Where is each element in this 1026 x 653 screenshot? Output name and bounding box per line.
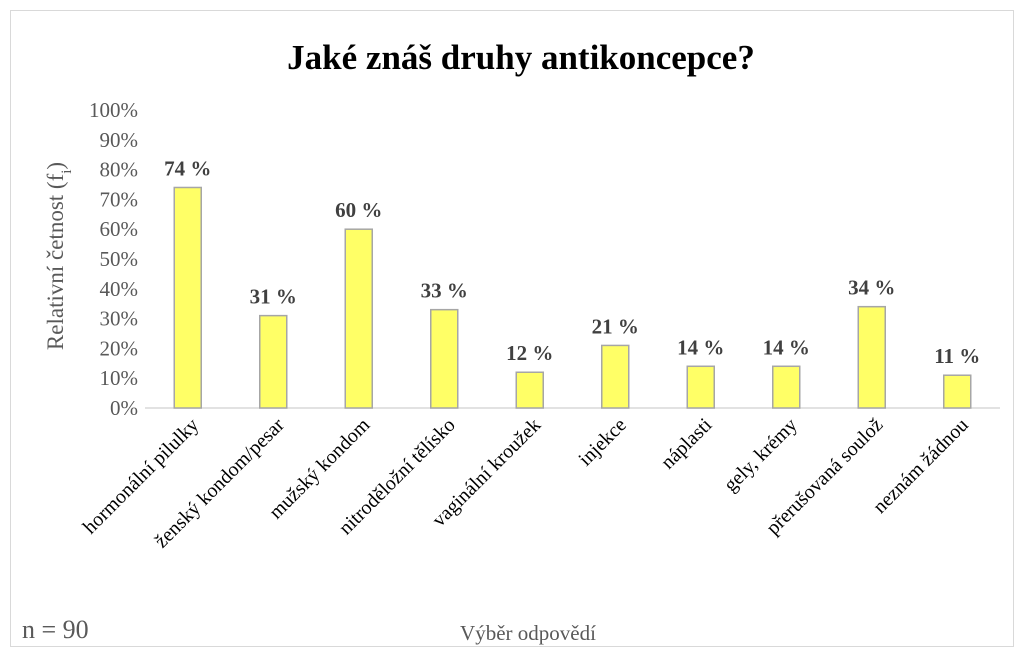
bar — [173, 186, 202, 409]
y-tick-label: 60% — [100, 217, 139, 241]
chart-frame — [10, 10, 1014, 647]
data-label: 31 % — [250, 285, 297, 309]
category-label: gely, krémy — [720, 414, 802, 496]
bar — [259, 314, 288, 409]
y-tick-label: 90% — [100, 128, 139, 152]
data-label: 34 % — [848, 276, 895, 300]
bar — [344, 228, 373, 409]
data-label: 11 % — [934, 344, 980, 368]
y-axis-ticks: 0% 10% 20% 30% 40% 50% 60% 70% 80% 90% 100% — [89, 98, 138, 420]
data-label: 21 % — [592, 314, 639, 338]
y-tick-label: 30% — [100, 307, 139, 331]
y-tick-label: 100% — [89, 98, 138, 122]
chart-title: Jaké znáš druhy antikoncepce? — [287, 38, 755, 77]
bar — [943, 374, 972, 409]
y-tick-label: 40% — [100, 277, 139, 301]
sample-size-note: n = 90 — [22, 615, 89, 644]
data-labels: 74 % 31 % 60 % 33 % 12 % 21 % 14 % 14 % 34 % 11 % — [164, 156, 980, 368]
y-tick-label: 70% — [100, 187, 139, 211]
bar — [772, 365, 801, 409]
y-tick-label: 50% — [100, 247, 139, 271]
y-tick-label: 80% — [100, 158, 139, 182]
category-label: náplasti — [657, 414, 717, 474]
data-label: 33 % — [421, 279, 468, 303]
y-axis-label-main: Relativní četnost (f — [43, 173, 68, 350]
data-label: 60 % — [335, 198, 382, 222]
data-label: 12 % — [506, 341, 553, 365]
y-tick-label: 10% — [100, 366, 139, 390]
data-label: 74 % — [164, 156, 211, 180]
data-label: 14 % — [763, 335, 810, 359]
bar — [515, 371, 544, 409]
bar — [857, 305, 886, 409]
y-axis-label-close: ) — [43, 162, 68, 170]
category-label: injekce — [574, 414, 630, 470]
x-axis-label: Výběr odpovědí — [460, 621, 596, 645]
bars — [173, 186, 972, 409]
y-axis-label-sub: i — [59, 170, 75, 174]
y-tick-label: 20% — [100, 336, 139, 360]
bar — [601, 344, 630, 409]
bar — [686, 365, 715, 409]
bar — [430, 308, 459, 409]
y-tick-label: 0% — [110, 396, 138, 420]
data-label: 14 % — [677, 335, 724, 359]
y-axis-label: Relativní četnost (fi) — [43, 162, 75, 350]
